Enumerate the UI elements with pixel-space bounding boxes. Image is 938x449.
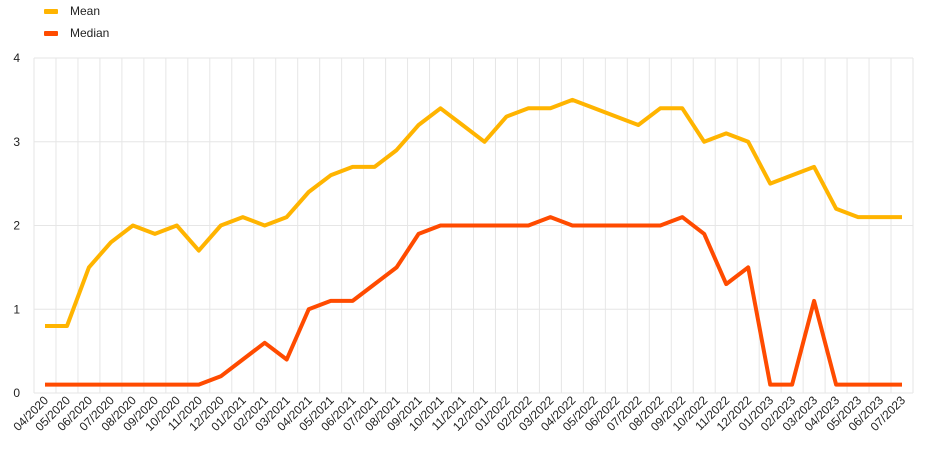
- legend-swatch-mean: [44, 8, 58, 14]
- legend-swatch-median: [44, 30, 58, 36]
- y-tick-label: 2: [13, 219, 20, 233]
- y-tick-label: 3: [13, 135, 20, 149]
- series-line-mean: [45, 97, 902, 328]
- legend-item-mean: Mean: [44, 0, 109, 22]
- legend-label-median: Median: [70, 26, 110, 40]
- legend-label-mean: Mean: [70, 4, 101, 18]
- legend-item-median: Median: [44, 22, 109, 44]
- y-tick-label: 1: [13, 302, 20, 316]
- y-tick-label: 0: [13, 386, 20, 400]
- chart-legend: Mean Median: [44, 0, 109, 44]
- series-line-median: [45, 215, 902, 387]
- y-tick-label: 4: [13, 51, 20, 65]
